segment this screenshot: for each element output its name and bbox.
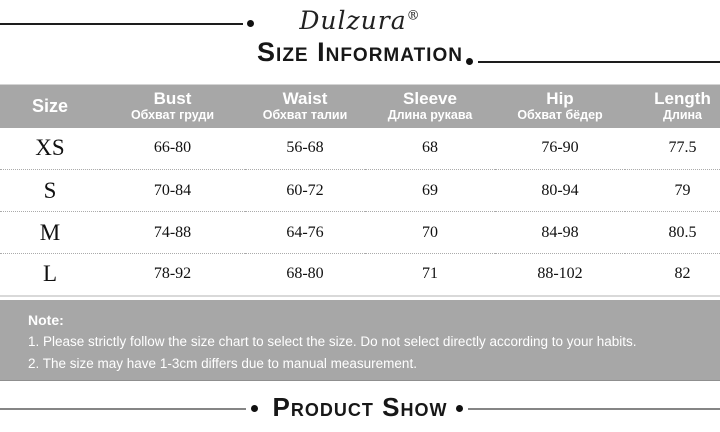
- sleeve-value: 69: [365, 169, 495, 212]
- size-value: L: [0, 253, 100, 297]
- size-table-header: Size Bust Обхват груди Waist Обхват талии …: [0, 84, 720, 128]
- length-value: 77.5: [625, 127, 720, 170]
- waist-value: 68-80: [245, 253, 365, 297]
- registered-trademark-symbol: ®: [406, 8, 421, 24]
- product-show-title: Product Show: [272, 392, 448, 422]
- note-block: Note: 1. Please strictly follow the size…: [0, 300, 720, 381]
- size-information-title: Size Information: [257, 37, 463, 67]
- bust-value: 66-80: [100, 127, 245, 170]
- hip-value: 80-94: [495, 169, 625, 212]
- col-sublabel: Длина: [662, 108, 703, 123]
- bust-value: 74-88: [100, 211, 245, 254]
- col-label: Bust: [153, 89, 192, 109]
- decorative-dot-right: [456, 405, 463, 412]
- bust-value: 78-92: [100, 253, 245, 297]
- col-header-bust: Bust Обхват груди: [100, 84, 245, 128]
- decorative-line-left: [0, 23, 243, 25]
- note-line-2: 2. The size may have 1-3cm differs due t…: [28, 356, 417, 371]
- col-header-waist: Waist Обхват талии: [245, 84, 365, 128]
- decorative-line-left: [0, 408, 246, 410]
- col-header-hip: Hip Обхват бёдер: [495, 84, 625, 128]
- size-table: Size Bust Обхват груди Waist Обхват талии …: [0, 84, 720, 297]
- col-label: Waist: [282, 89, 328, 109]
- decorative-dot-left: [251, 405, 258, 412]
- size-value: M: [0, 211, 100, 254]
- waist-value: 56-68: [245, 127, 365, 170]
- col-sublabel: Обхват талии: [262, 108, 348, 123]
- table-row-xs: XS 66-80 56-68 68 76-90 77.5: [0, 127, 720, 170]
- sleeve-value: 68: [365, 127, 495, 170]
- note-line-1: 1. Please strictly follow the size chart…: [28, 334, 637, 349]
- brand-name: Dulzura: [299, 6, 407, 35]
- waist-value: 64-76: [245, 211, 365, 254]
- product-show-section: Product Show: [0, 381, 720, 432]
- col-sublabel: Длина рукава: [387, 108, 473, 123]
- col-sublabel: Обхват груди: [130, 108, 215, 123]
- waist-value: 60-72: [245, 169, 365, 212]
- decorative-dot-left: [247, 20, 254, 27]
- sleeve-value: 71: [365, 253, 495, 297]
- table-row-m: M 74-88 64-76 70 84-98 80.5: [0, 211, 720, 254]
- col-sublabel: Обхват бёдер: [517, 108, 603, 123]
- col-label: Length: [654, 89, 711, 109]
- note-title: Note:: [28, 312, 64, 328]
- size-value: S: [0, 169, 100, 212]
- size-table-container: Size Bust Обхват груди Waist Обхват талии …: [0, 84, 720, 297]
- hip-value: 84-98: [495, 211, 625, 254]
- table-row-l: L 78-92 68-80 71 88-102 82: [0, 253, 720, 297]
- length-value: 80.5: [625, 211, 720, 254]
- header-section: Dulzura® Size Information: [0, 0, 720, 84]
- bust-value: 70-84: [100, 169, 245, 212]
- size-table-body: XS 66-80 56-68 68 76-90 77.5 S 70-84 60-…: [0, 127, 720, 297]
- decorative-line-right: [468, 408, 720, 410]
- header-row: Size Bust Обхват груди Waist Обхват талии …: [0, 84, 720, 128]
- hip-value: 88-102: [495, 253, 625, 297]
- length-value: 82: [625, 253, 720, 297]
- col-header-sleeve: Sleeve Длина рукава: [365, 84, 495, 128]
- col-label: Sleeve: [403, 89, 457, 109]
- sleeve-value: 70: [365, 211, 495, 254]
- col-label: Size: [31, 95, 69, 116]
- size-value: XS: [0, 127, 100, 170]
- table-row-s: S 70-84 60-72 69 80-94 79: [0, 169, 720, 212]
- hip-value: 76-90: [495, 127, 625, 170]
- decorative-dot-right: [466, 58, 473, 65]
- brand-logo: Dulzura®: [0, 0, 720, 35]
- col-label: Hip: [546, 89, 574, 109]
- decorative-line-right: [478, 61, 720, 63]
- col-header-length: Length Длина: [625, 84, 720, 128]
- length-value: 79: [625, 169, 720, 212]
- col-header-size: Size: [0, 84, 100, 128]
